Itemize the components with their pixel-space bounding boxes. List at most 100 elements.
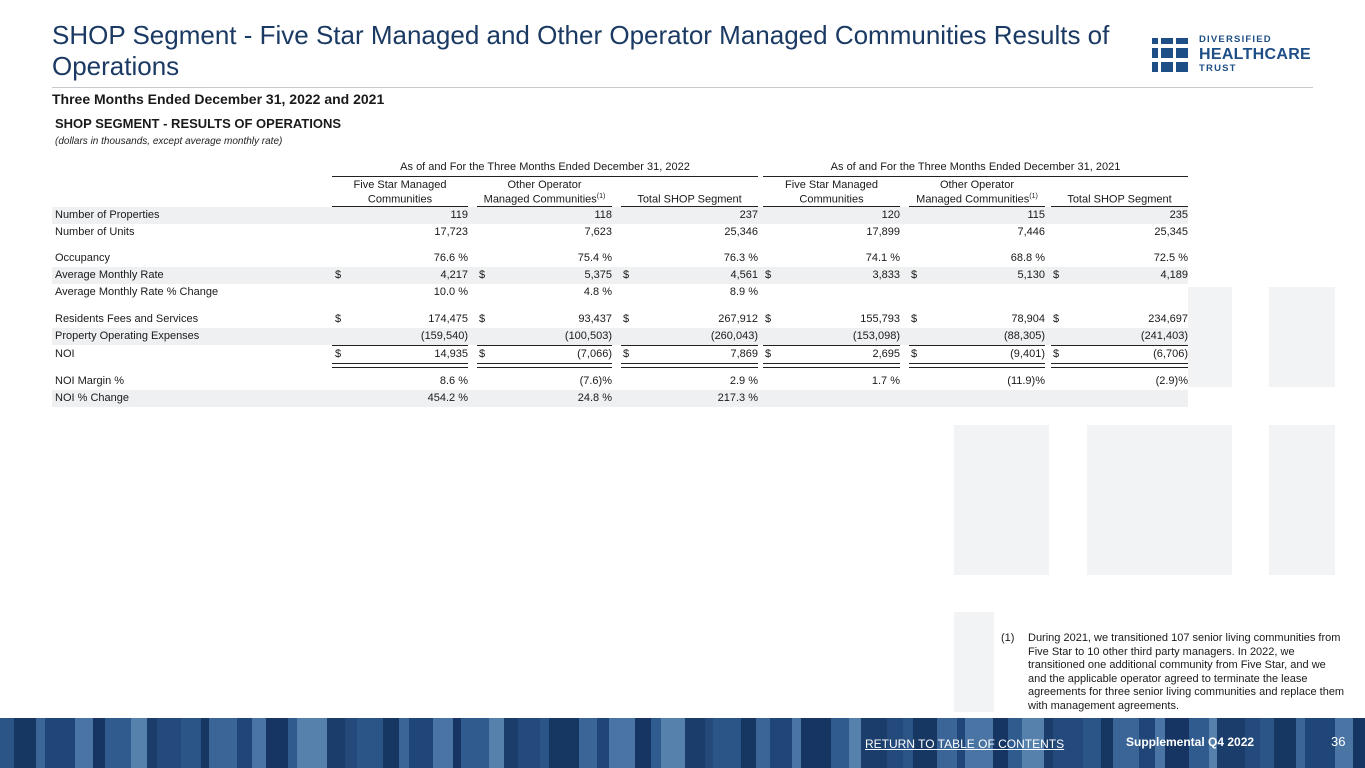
footer-decor-stripe xyxy=(209,718,237,768)
footer-decor-stripe xyxy=(327,718,345,768)
table-cell: (260,043) xyxy=(710,330,758,342)
table-cell: 120 xyxy=(881,209,900,221)
table-cell: 17,899 xyxy=(866,226,900,238)
table-cell: 217.3 % xyxy=(717,392,758,404)
footer-decor-stripe xyxy=(1245,718,1260,768)
table-row: NOI $14,935 $ (7,066) $7,869 $2,695 $ (9,401) $ (… xyxy=(52,346,1188,363)
table-cell: (153,098) xyxy=(852,330,900,342)
row-label: Residents Fees and Services xyxy=(55,313,199,325)
footer-decor-stripe xyxy=(1305,718,1335,768)
footer-decor-stripe xyxy=(266,718,288,768)
footer-decor-stripe xyxy=(1274,718,1296,768)
table-cell: (7,066) xyxy=(577,348,612,360)
page-number: 36 xyxy=(1331,734,1346,749)
table-cell: 4,189 xyxy=(1160,269,1188,281)
table-cell: 68.8 % xyxy=(1010,252,1045,264)
table-row: Average Monthly Rate % Change 10.0 % 4.8 %… xyxy=(52,284,1188,301)
column-header-line-2: Communities xyxy=(785,191,878,206)
table-cell: 155,793 xyxy=(860,313,900,325)
footer-decor-stripe xyxy=(75,718,93,768)
currency-symbol: $ xyxy=(623,313,630,325)
background-tile xyxy=(1269,287,1335,387)
footer-decor-stripe xyxy=(1139,718,1155,768)
table-cell: 72.5 % xyxy=(1153,252,1188,264)
table-cell: 3,833 xyxy=(872,269,900,281)
footer-decor-stripe xyxy=(540,718,549,768)
currency-symbol: $ xyxy=(911,348,918,360)
table-cell: 78,904 xyxy=(1011,313,1045,325)
footer-decor-stripe xyxy=(597,718,609,768)
footer-decor-stripe xyxy=(1165,718,1189,768)
section-title: SHOP SEGMENT - RESULTS OF OPERATIONS xyxy=(55,116,342,131)
column-header-line-2: Managed Communities(1) xyxy=(484,191,606,206)
footer-decor-stripe xyxy=(705,718,713,768)
footer-decor-stripe xyxy=(635,718,651,768)
subtotal-rule xyxy=(763,345,900,346)
column-header-line-2: Total SHOP Segment xyxy=(637,191,741,206)
footer-decor-stripe xyxy=(1083,718,1101,768)
footer-decor-stripe xyxy=(1335,718,1353,768)
total-double-rule xyxy=(1051,363,1188,368)
footer-supplemental-label: Supplemental Q4 2022 xyxy=(1126,735,1255,749)
footer-decor-stripe xyxy=(770,718,792,768)
footer-decor-stripe xyxy=(383,718,399,768)
table-cell: 76.3 % xyxy=(723,252,758,264)
footnote-ref: (1) xyxy=(596,193,606,201)
currency-symbol: $ xyxy=(479,269,486,281)
row-label: Property Operating Expenses xyxy=(55,330,200,342)
footer-decor-stripe xyxy=(345,718,357,768)
footer-decor-stripe xyxy=(579,718,597,768)
table-cell: 14,935 xyxy=(434,348,468,360)
footnote-text: During 2021, we transitioned 107 senior … xyxy=(1028,632,1345,712)
footer-decor-stripe xyxy=(45,718,75,768)
table-row: NOI Margin % 8.6 % (7.6)% 2.9 % 1.7 % (11.9)%… xyxy=(52,373,1188,390)
table-cell: 76.6 % xyxy=(433,252,468,264)
column-header-text: Managed Communities xyxy=(916,194,1030,206)
logo-mark-icon xyxy=(1152,34,1192,74)
footer-decor-stripe xyxy=(887,718,903,768)
footer-decor-stripe xyxy=(157,718,181,768)
table-cell: 7,446 xyxy=(1017,226,1045,238)
row-label: Number of Properties xyxy=(55,209,160,221)
subtotal-rule xyxy=(1051,345,1188,346)
column-header-line-1: Other Operator xyxy=(507,179,582,192)
row-label: Average Monthly Rate % Change xyxy=(55,286,219,298)
row-label: NOI % Change xyxy=(55,392,129,404)
background-tile xyxy=(1188,287,1232,387)
footnote-ref: (1) xyxy=(1029,193,1038,201)
footer-decor-stripe xyxy=(201,718,209,768)
column-header-text: Total SHOP Segment xyxy=(637,194,742,206)
subtotal-rule xyxy=(332,345,468,346)
units-note: (dollars in thousands, except average mo… xyxy=(55,136,283,147)
footer-decor-stripe xyxy=(685,718,705,768)
table-cell: 4,217 xyxy=(440,269,468,281)
table-cell: 118 xyxy=(594,209,612,221)
table-row: Residents Fees and Services $174,475 $93,4… xyxy=(52,311,1188,328)
footer-decor-stripe xyxy=(1217,718,1245,768)
currency-symbol: $ xyxy=(765,269,772,281)
currency-symbol: $ xyxy=(1053,313,1060,325)
logo-line-3: TRUST xyxy=(1199,62,1237,74)
table-cell: 74.1 % xyxy=(865,252,900,264)
footer-decor-stripe xyxy=(965,718,993,768)
table-row: Property Operating Expenses (159,540) (100… xyxy=(52,328,1188,345)
footer-decor-stripe xyxy=(1113,718,1139,768)
footer-decor-stripe xyxy=(792,718,801,768)
subtotal-rule xyxy=(909,345,1045,346)
footer-decor-stripe xyxy=(399,718,409,768)
return-to-toc-link[interactable]: RETURN TO TABLE OF CONTENTS xyxy=(865,737,1065,751)
footer-decor-stripe xyxy=(713,718,741,768)
background-tile xyxy=(1269,425,1335,575)
header-divider xyxy=(52,87,1313,88)
table-cell: 2,695 xyxy=(872,348,900,360)
footer-decor-stripe xyxy=(1260,718,1274,768)
footer-decor-stripe xyxy=(518,718,540,768)
footer-decor-stripe xyxy=(1008,718,1022,768)
column-header-line-1: Five Star Managed xyxy=(353,179,447,192)
table-cell: 25,345 xyxy=(1154,226,1188,238)
table-cell: (2.9)% xyxy=(1155,375,1188,387)
table-cell: 7,623 xyxy=(584,226,612,238)
footer-decor-stripe xyxy=(1101,718,1113,768)
footer-decor-stripe xyxy=(433,718,453,768)
footer-decor-stripe xyxy=(609,718,635,768)
